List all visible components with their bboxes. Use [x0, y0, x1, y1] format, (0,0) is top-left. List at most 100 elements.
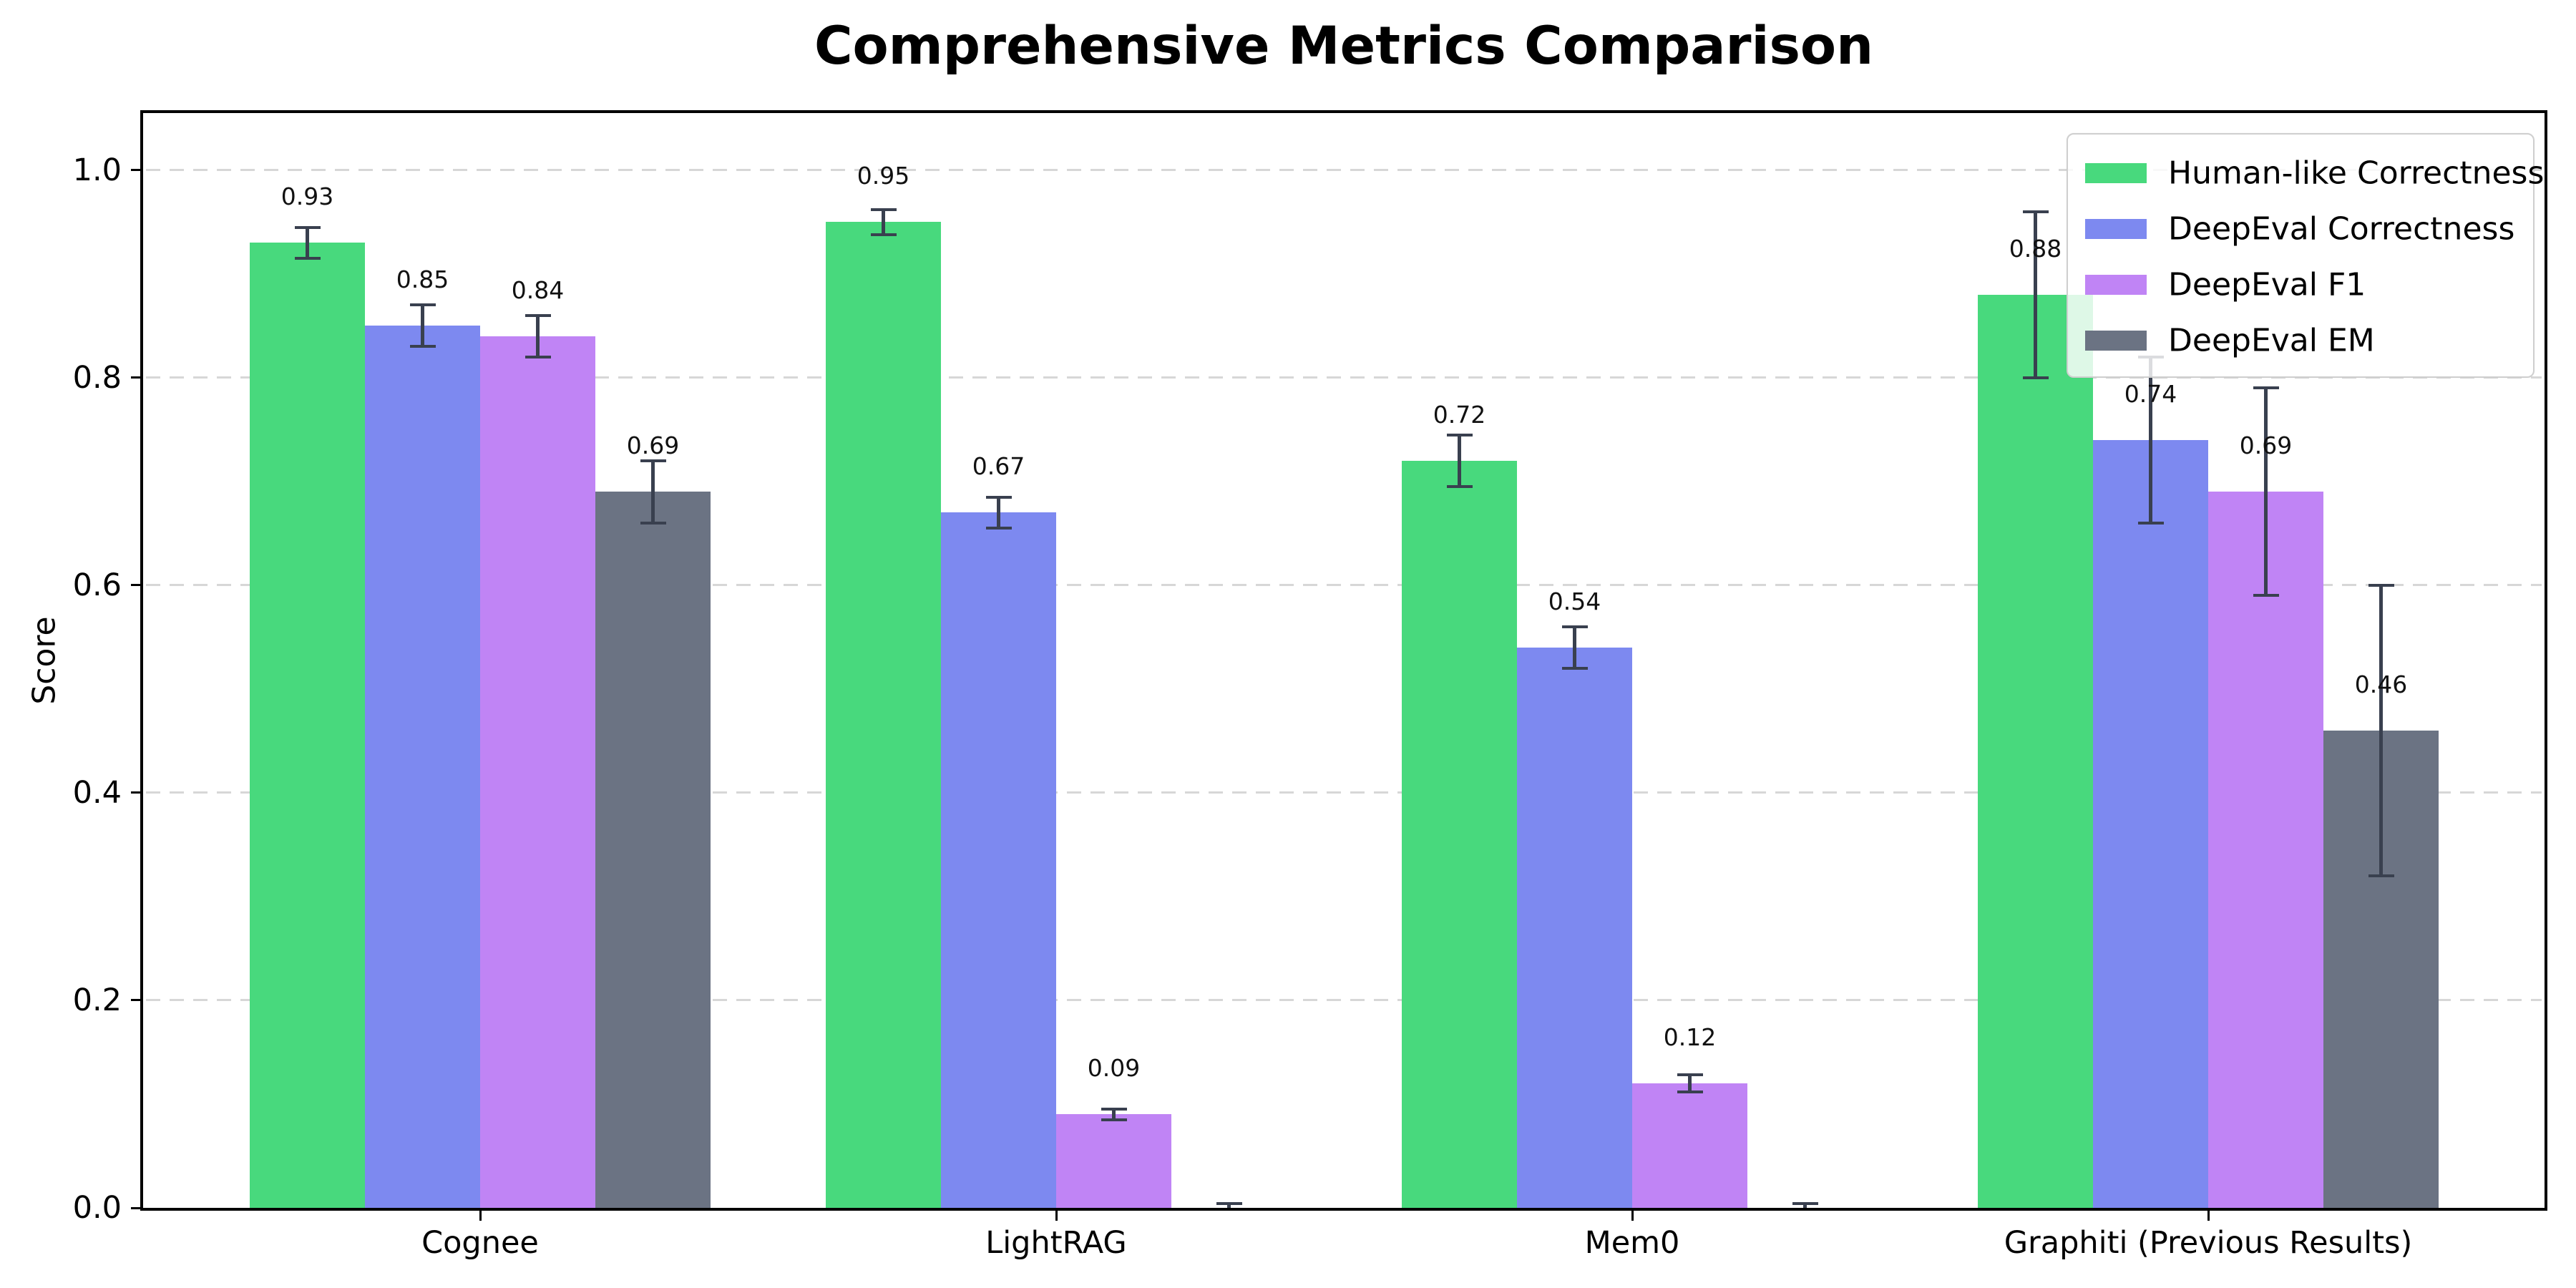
bar-deepeval-f1-cognee	[480, 336, 595, 1208]
bar-deepeval-correctness-cognee	[365, 326, 480, 1208]
gridline-0.6	[146, 584, 2542, 587]
y-tick-label-0.4: 0.4	[72, 774, 122, 811]
y-tick-label-0.8: 0.8	[72, 359, 122, 396]
bar-value-label-deepeval-f1-cognee: 0.84	[511, 275, 565, 304]
bar-value-label-human-like-correctness-lightrag: 0.95	[857, 162, 910, 190]
error-line-human-like-correctness-lightrag	[882, 209, 885, 235]
error-cap-bottom-deepeval-correctness-cognee	[409, 345, 436, 348]
bar-value-label-deepeval-correctness-graphiti-previous-results: 0.74	[2124, 379, 2177, 408]
bar-value-label-deepeval-correctness-mem0: 0.54	[1548, 587, 1601, 615]
error-line-deepeval-correctness-cognee	[421, 305, 424, 347]
bar-deepeval-em-cognee	[595, 492, 711, 1208]
x-tick-graphiti-previous-results	[2207, 1209, 2210, 1221]
error-cap-top-human-like-correctness-lightrag	[870, 208, 897, 211]
bar-value-label-deepeval-correctness-cognee: 0.85	[396, 265, 449, 294]
x-tick-mem0	[1631, 1209, 1634, 1221]
error-cap-top-deepeval-correctness-cognee	[409, 303, 436, 307]
y-tick-label-1.0: 1.0	[72, 152, 122, 188]
error-cap-bottom-deepeval-correctness-graphiti-previous-results	[2137, 521, 2164, 525]
error-line-human-like-correctness-graphiti-previous-results	[2034, 211, 2037, 378]
error-line-deepeval-em-cognee	[651, 460, 655, 523]
error-cap-bottom-deepeval-correctness-mem0	[1561, 666, 1588, 670]
legend-label-human-like-correctness: Human-like Correctness	[2168, 155, 2545, 192]
error-cap-top-deepeval-em-lightrag	[1216, 1202, 1242, 1206]
bar-value-label-human-like-correctness-cognee: 0.93	[280, 182, 334, 211]
bar-value-label-deepeval-f1-mem0: 0.12	[1663, 1023, 1717, 1051]
x-tick-label-cognee: Cognee	[421, 1225, 539, 1261]
error-line-human-like-correctness-mem0	[1458, 434, 1461, 487]
legend-swatch-deepeval-f1	[2085, 275, 2147, 295]
y-tick-0.4	[131, 791, 143, 794]
x-tick-cognee	[479, 1209, 482, 1221]
error-cap-bottom-human-like-correctness-mem0	[1446, 485, 1473, 489]
bar-human-like-correctness-cognee	[250, 243, 365, 1208]
bar-deepeval-correctness-lightrag	[941, 512, 1056, 1208]
bar-deepeval-correctness-mem0	[1517, 647, 1632, 1208]
x-tick-lightrag	[1055, 1209, 1058, 1221]
error-line-deepeval-f1-lightrag	[1112, 1109, 1116, 1120]
error-cap-bottom-deepeval-correctness-lightrag	[985, 527, 1012, 530]
legend-label-deepeval-correctness: DeepEval Correctness	[2168, 210, 2515, 248]
error-cap-bottom-deepeval-f1-lightrag	[1101, 1118, 1127, 1121]
error-line-deepeval-f1-cognee	[536, 315, 540, 357]
bar-value-label-deepeval-em-cognee: 0.69	[626, 431, 680, 460]
error-cap-top-deepeval-em-graphiti-previous-results	[2368, 583, 2394, 587]
bar-value-label-deepeval-correctness-lightrag: 0.67	[972, 452, 1025, 481]
legend: Human-like Correctness DeepEval Correctne…	[2067, 133, 2544, 378]
error-cap-top-deepeval-f1-mem0	[1677, 1073, 1703, 1077]
bar-value-label-human-like-correctness-graphiti-previous-results: 0.88	[2009, 234, 2062, 263]
error-cap-top-deepeval-f1-cognee	[525, 313, 551, 317]
bar-value-label-human-like-correctness-mem0: 0.72	[1433, 400, 1486, 429]
error-cap-bottom-human-like-correctness-lightrag	[870, 233, 897, 236]
legend-entry-human-like-correctness: Human-like Correctness	[2068, 145, 2544, 202]
error-cap-top-deepeval-correctness-mem0	[1561, 625, 1588, 628]
y-tick-0.0	[131, 1206, 143, 1209]
chart-title: Comprehensive Metrics Comparison	[814, 16, 1874, 77]
y-tick-label-0.0: 0.0	[72, 1190, 122, 1226]
error-line-deepeval-correctness-mem0	[1573, 626, 1576, 668]
bar-value-label-deepeval-f1-graphiti-previous-results: 0.69	[2239, 431, 2293, 460]
y-tick-label-0.2: 0.2	[72, 982, 122, 1018]
error-cap-top-deepeval-f1-graphiti-previous-results	[2253, 386, 2279, 390]
error-cap-bottom-deepeval-f1-cognee	[525, 355, 551, 358]
y-axis-label: Score	[26, 616, 63, 705]
error-cap-top-deepeval-em-cognee	[640, 459, 666, 462]
error-cap-bottom-human-like-correctness-cognee	[294, 257, 321, 260]
legend-label-deepeval-f1: DeepEval F1	[2168, 266, 2366, 303]
legend-swatch-deepeval-correctness	[2085, 219, 2147, 239]
bar-human-like-correctness-graphiti-previous-results	[1978, 294, 2093, 1208]
bar-human-like-correctness-mem0	[1402, 460, 1517, 1208]
error-line-deepeval-em-mem0	[1803, 1204, 1807, 1208]
error-cap-bottom-deepeval-em-cognee	[640, 521, 666, 525]
bar-deepeval-f1-mem0	[1632, 1083, 1747, 1208]
bar-deepeval-f1-lightrag	[1056, 1114, 1171, 1208]
gridline-1.0	[146, 169, 2542, 172]
error-line-deepeval-correctness-lightrag	[997, 497, 1000, 529]
error-line-deepeval-f1-mem0	[1688, 1075, 1692, 1092]
y-tick-1.0	[131, 169, 143, 172]
legend-entry-deepeval-f1: DeepEval F1	[2068, 256, 2533, 313]
x-tick-label-graphiti-previous-results: Graphiti (Previous Results)	[2004, 1225, 2413, 1261]
error-cap-bottom-deepeval-f1-mem0	[1677, 1090, 1703, 1093]
error-cap-bottom-deepeval-em-graphiti-previous-results	[2368, 874, 2394, 877]
error-line-deepeval-em-graphiti-previous-results	[2379, 585, 2383, 876]
error-cap-bottom-deepeval-f1-graphiti-previous-results	[2253, 594, 2279, 597]
error-cap-top-deepeval-em-mem0	[1792, 1202, 1818, 1206]
error-line-human-like-correctness-cognee	[306, 227, 309, 259]
y-tick-0.2	[131, 999, 143, 1002]
bar-deepeval-correctness-graphiti-previous-results	[2093, 439, 2208, 1208]
gridline-0.4	[146, 791, 2542, 794]
gridline-0.8	[146, 376, 2542, 379]
legend-swatch-deepeval-em	[2085, 331, 2147, 351]
bar-value-label-deepeval-f1-lightrag: 0.09	[1087, 1054, 1141, 1083]
bar-value-label-deepeval-em-graphiti-previous-results: 0.46	[2354, 670, 2408, 698]
error-line-deepeval-f1-graphiti-previous-results	[2264, 388, 2268, 596]
error-cap-bottom-human-like-correctness-graphiti-previous-results	[2022, 376, 2049, 379]
legend-entry-deepeval-em: DeepEval EM	[2068, 312, 2533, 369]
error-cap-top-human-like-correctness-cognee	[294, 225, 321, 229]
error-cap-top-deepeval-correctness-lightrag	[985, 495, 1012, 499]
x-tick-label-mem0: Mem0	[1584, 1225, 1680, 1261]
error-line-deepeval-em-lightrag	[1227, 1204, 1231, 1208]
error-cap-top-human-like-correctness-mem0	[1446, 433, 1473, 436]
